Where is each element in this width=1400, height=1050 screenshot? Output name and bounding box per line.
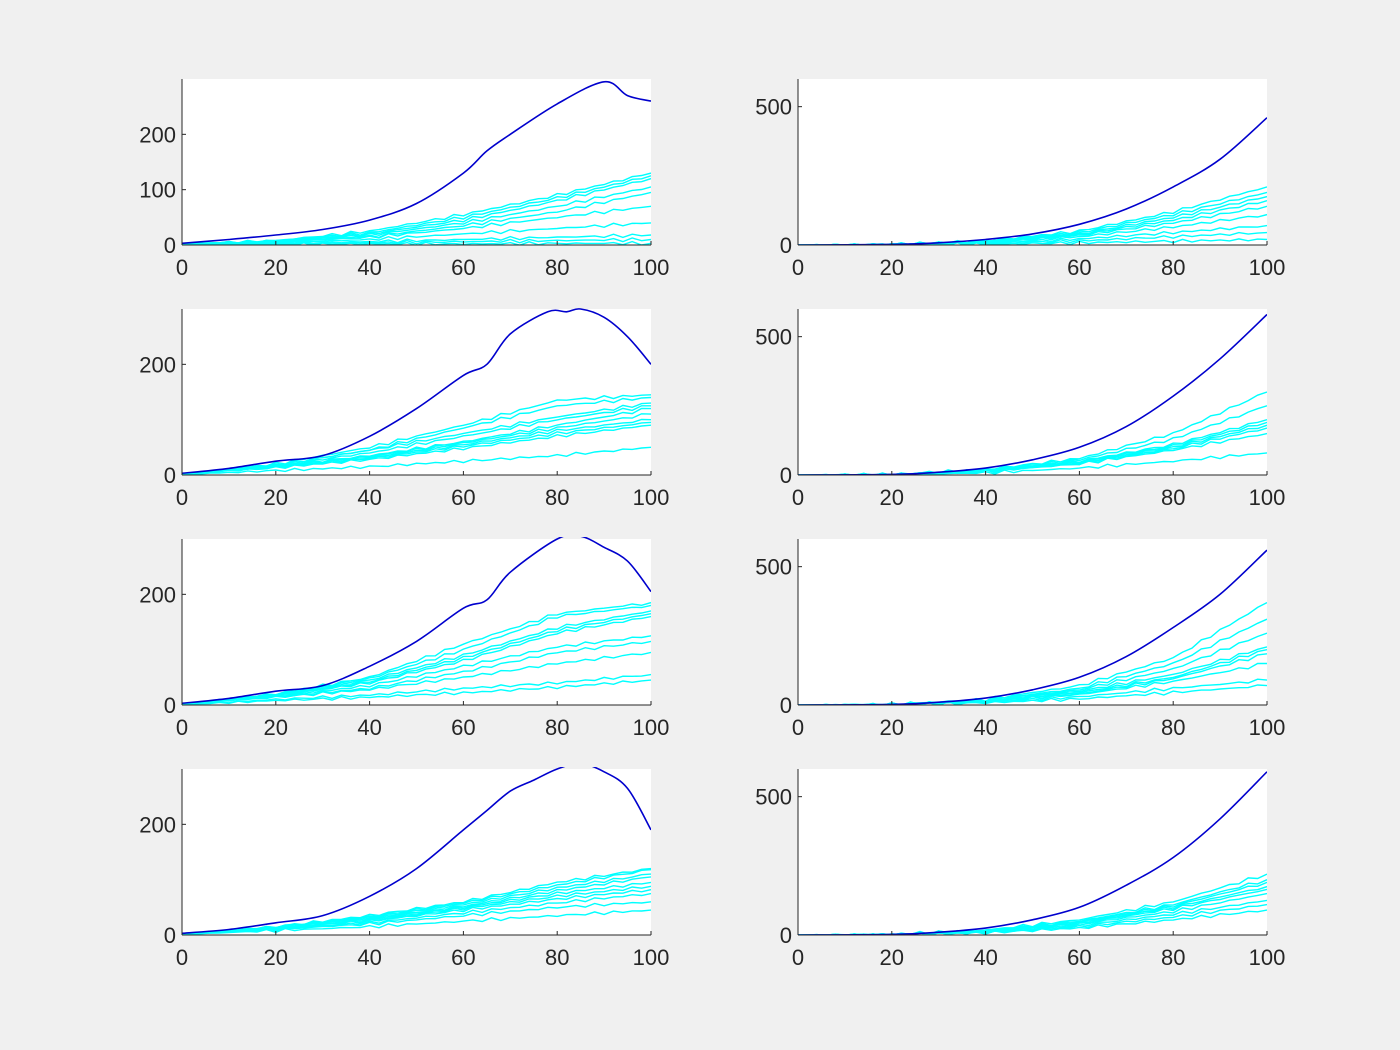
x-tick-label: 0 xyxy=(792,255,804,280)
y-tick-label: 200 xyxy=(139,582,176,607)
series-line-1 xyxy=(182,394,651,475)
x-tick-label: 20 xyxy=(880,485,904,510)
x-tick-label: 100 xyxy=(1249,255,1286,280)
series-line-10 xyxy=(182,679,651,705)
x-tick-label: 0 xyxy=(176,715,188,740)
x-tick-label: 40 xyxy=(357,715,381,740)
y-tick-label: 0 xyxy=(164,923,176,948)
x-tick-label: 100 xyxy=(1249,485,1286,510)
subplot-r3-c2: 0 20 40 60 80 100 0 500 xyxy=(755,539,1285,740)
x-tick-label: 20 xyxy=(264,715,288,740)
axes-background xyxy=(798,79,1267,245)
y-tick-label: 200 xyxy=(139,352,176,377)
highlight-series-line xyxy=(182,80,651,245)
y-tick-label: 0 xyxy=(780,693,792,718)
y-tick-label: 0 xyxy=(780,233,792,258)
x-tick-label: 40 xyxy=(357,255,381,280)
x-tick-label: 100 xyxy=(633,715,670,740)
subplot-r2-c1: 0 20 40 60 80 100 0 200 xyxy=(139,308,670,510)
series-lines xyxy=(182,80,651,245)
series-lines xyxy=(182,308,651,475)
series-line-8 xyxy=(182,651,651,705)
subplot-r1-c2: 0 20 40 60 80 100 0 500 xyxy=(755,79,1285,280)
y-tick-label: 100 xyxy=(139,178,176,203)
axes-background xyxy=(798,539,1267,705)
subplot-r1-c1: 0 20 40 60 80 100 0 100 200 xyxy=(139,79,669,280)
x-tick-label: 0 xyxy=(176,255,188,280)
x-tick-label: 0 xyxy=(792,715,804,740)
series-lines xyxy=(798,313,1267,475)
x-tick-label: 80 xyxy=(545,255,569,280)
x-tick-label: 80 xyxy=(545,485,569,510)
x-tick-label: 0 xyxy=(176,485,188,510)
y-tick-label: 0 xyxy=(780,463,792,488)
x-tick-label: 80 xyxy=(1161,255,1185,280)
x-tick-label: 40 xyxy=(973,485,997,510)
x-tick-label: 100 xyxy=(1249,945,1286,970)
subplot-r4-c1: 0 20 40 60 80 100 0 200 xyxy=(139,767,670,970)
y-tick-label: 500 xyxy=(755,325,792,350)
x-tick-label: 20 xyxy=(880,945,904,970)
x-tick-label: 100 xyxy=(633,945,670,970)
x-tick-label: 60 xyxy=(451,945,475,970)
x-tick-label: 100 xyxy=(633,255,670,280)
y-tick-label: 200 xyxy=(139,122,176,147)
axes-background xyxy=(798,309,1267,475)
x-tick-label: 0 xyxy=(792,945,804,970)
y-tick-label: 0 xyxy=(164,463,176,488)
highlight-series-line xyxy=(182,767,651,935)
y-tick-label: 0 xyxy=(780,923,792,948)
x-tick-label: 0 xyxy=(176,945,188,970)
series-lines xyxy=(182,767,651,935)
x-tick-label: 60 xyxy=(1067,945,1091,970)
x-tick-label: 40 xyxy=(357,485,381,510)
subplot-r3-c1: 0 20 40 60 80 100 0 200 xyxy=(139,537,670,740)
axes-background xyxy=(798,769,1267,935)
x-tick-label: 80 xyxy=(545,945,569,970)
x-tick-label: 20 xyxy=(264,945,288,970)
x-tick-label: 20 xyxy=(880,715,904,740)
highlight-series-line xyxy=(798,549,1267,705)
x-tick-label: 0 xyxy=(792,485,804,510)
x-tick-label: 60 xyxy=(1067,485,1091,510)
x-tick-label: 80 xyxy=(1161,945,1185,970)
y-tick-label: 500 xyxy=(755,95,792,120)
x-tick-label: 20 xyxy=(264,255,288,280)
subplot-r2-c2: 0 20 40 60 80 100 0 500 xyxy=(755,309,1285,510)
x-tick-label: 20 xyxy=(880,255,904,280)
x-tick-label: 60 xyxy=(451,715,475,740)
x-tick-label: 100 xyxy=(633,485,670,510)
series-line-10 xyxy=(182,909,651,935)
y-tick-label: 500 xyxy=(755,555,792,580)
x-tick-label: 20 xyxy=(264,485,288,510)
x-tick-label: 100 xyxy=(1249,715,1286,740)
y-tick-label: 200 xyxy=(139,812,176,837)
x-tick-label: 40 xyxy=(973,945,997,970)
x-tick-label: 60 xyxy=(1067,715,1091,740)
highlight-series-line xyxy=(798,313,1267,475)
x-tick-label: 60 xyxy=(451,255,475,280)
y-tick-label: 0 xyxy=(164,233,176,258)
series-line-9 xyxy=(182,673,651,705)
x-tick-label: 80 xyxy=(1161,715,1185,740)
y-tick-label: 500 xyxy=(755,785,792,810)
subplot-r4-c2: 0 20 40 60 80 100 0 500 xyxy=(755,769,1285,970)
x-tick-label: 60 xyxy=(451,485,475,510)
highlight-series-line xyxy=(182,308,651,475)
series-line-9 xyxy=(182,424,651,475)
highlight-series-line xyxy=(182,537,651,705)
highlight-series-line xyxy=(798,117,1267,245)
axes-background xyxy=(182,79,651,245)
x-tick-label: 80 xyxy=(1161,485,1185,510)
series-line-10 xyxy=(182,446,651,475)
x-tick-label: 40 xyxy=(973,255,997,280)
y-tick-label: 0 xyxy=(164,693,176,718)
x-tick-label: 80 xyxy=(545,715,569,740)
x-tick-label: 40 xyxy=(973,715,997,740)
highlight-series-line xyxy=(798,771,1267,935)
series-lines xyxy=(182,537,651,705)
x-tick-label: 40 xyxy=(357,945,381,970)
x-tick-label: 60 xyxy=(1067,255,1091,280)
